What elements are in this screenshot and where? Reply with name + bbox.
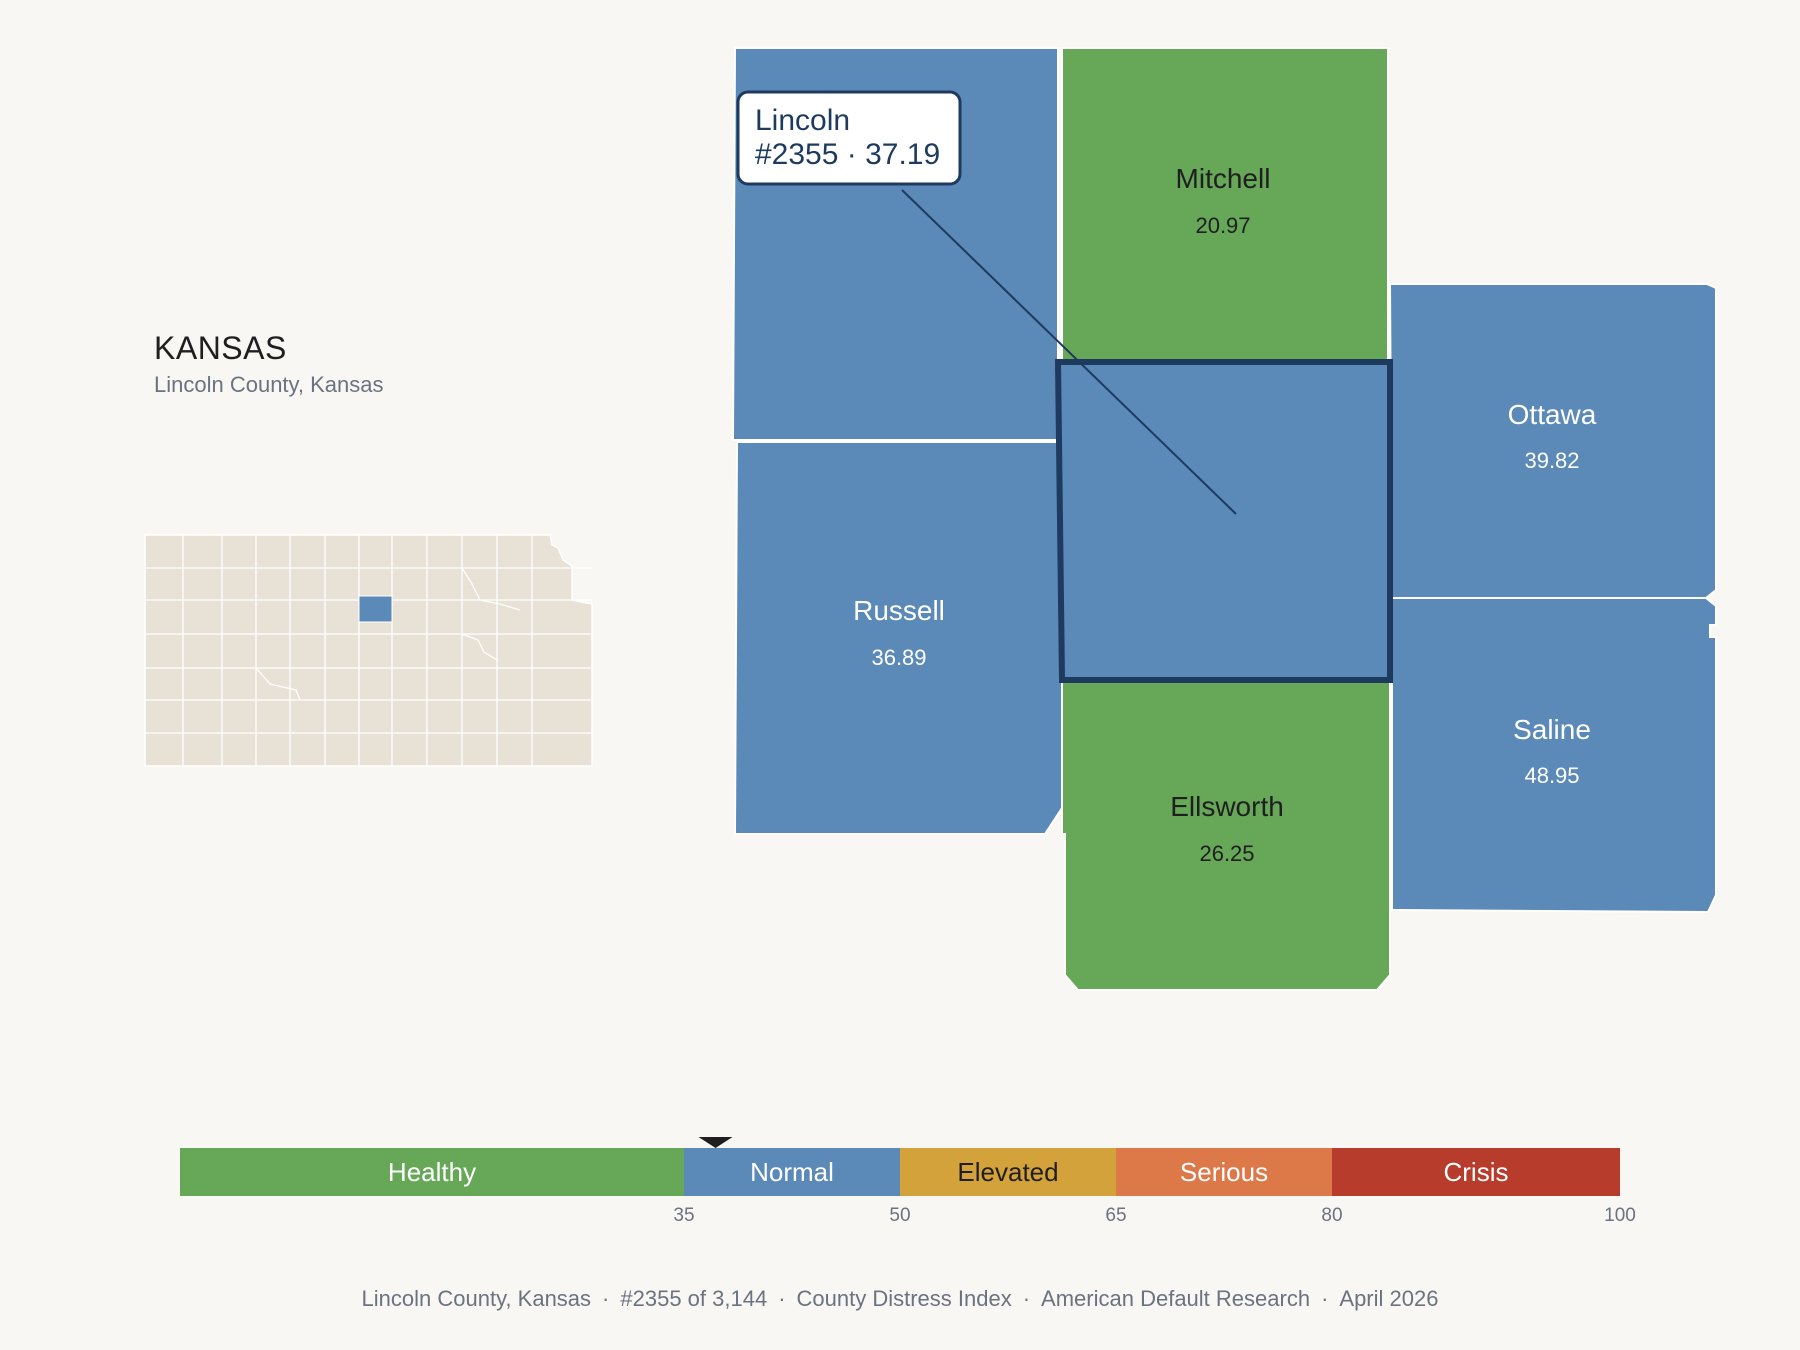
- callout-leader-line: [901, 189, 1237, 515]
- ottawa-name: Ottawa: [1508, 399, 1597, 430]
- legend-tick: 80: [1321, 1205, 1342, 1226]
- triangle-down-icon: [698, 1137, 733, 1148]
- inset-lincoln-highlight: [358, 595, 393, 623]
- callout-box: [736, 90, 962, 186]
- russell-name: Russell: [853, 595, 945, 626]
- footer-date: April 2026: [1339, 1286, 1439, 1311]
- footer-separator: ·: [778, 1286, 786, 1311]
- footer-rank: #2355 of 3,144: [620, 1286, 768, 1311]
- ottawa-score: 39.82: [1524, 448, 1579, 473]
- mitchell-name: Mitchell: [1176, 163, 1271, 194]
- county-lincoln-focus[interactable]: [1054, 359, 1393, 683]
- focus-callout: Lincoln #2355 · 37.19: [736, 90, 1237, 515]
- ellsworth-name: Ellsworth: [1170, 791, 1284, 822]
- legend-tick: 65: [1105, 1205, 1126, 1226]
- legend-label-elevated: Elevated: [957, 1157, 1058, 1187]
- county-saline[interactable]: [1391, 597, 1717, 914]
- county-ottawa[interactable]: [1388, 283, 1717, 599]
- footer-source: American Default Research: [1041, 1286, 1311, 1311]
- legend-label-normal: Normal: [750, 1157, 834, 1187]
- russell-score: 36.89: [871, 645, 926, 670]
- kansas-inset-map: [144, 534, 593, 767]
- footer-county: Lincoln County, Kansas: [361, 1286, 592, 1311]
- footer: Lincoln County, Kansas · #2355 of 3,144 · Co…: [0, 1286, 1800, 1312]
- legend-tick: 100: [1604, 1205, 1636, 1226]
- legend-label-serious: Serious: [1180, 1157, 1268, 1187]
- legend-band-serious: [1116, 1148, 1332, 1196]
- county-mitchell[interactable]: [1061, 47, 1389, 363]
- kansas-outline: [144, 534, 593, 767]
- footer-separator: ·: [1022, 1286, 1031, 1311]
- county-labels: Mitchell 20.97 Ottawa 39.82 Russell 36.8…: [853, 163, 1597, 866]
- callout-county-name: Lincoln: [755, 104, 850, 137]
- kansas-county-grid: [145, 535, 592, 766]
- county-russell[interactable]: [733, 441, 1063, 835]
- footer-separator: ·: [602, 1286, 610, 1311]
- footer-separator: ·: [1321, 1286, 1329, 1311]
- legend-band-crisis: [1332, 1148, 1620, 1196]
- legend-label-healthy: Healthy: [388, 1157, 476, 1187]
- saline-score: 48.95: [1524, 763, 1579, 788]
- ellsworth-score: 26.25: [1199, 841, 1254, 866]
- legend-tick: 35: [673, 1205, 694, 1226]
- legend-band-normal: [684, 1148, 900, 1196]
- county-ellsworth[interactable]: [1061, 679, 1391, 991]
- legend-label-crisis: Crisis: [1444, 1157, 1509, 1187]
- legend-band-healthy: [180, 1148, 684, 1196]
- mitchell-score: 20.97: [1195, 213, 1250, 238]
- legend-tick: 50: [889, 1205, 910, 1226]
- footer-index-name: County Distress Index: [796, 1286, 1012, 1311]
- saline-name: Saline: [1513, 714, 1591, 745]
- legend-band-elevated: [900, 1148, 1116, 1196]
- state-subtitle: Lincoln County, Kansas: [154, 372, 384, 397]
- state-title: KANSAS: [154, 330, 287, 366]
- callout-rank-score: #2355 · 37.19: [755, 138, 940, 171]
- distress-legend: Healthy Normal Elevated Serious Crisis 35 50 65…: [180, 1137, 1636, 1226]
